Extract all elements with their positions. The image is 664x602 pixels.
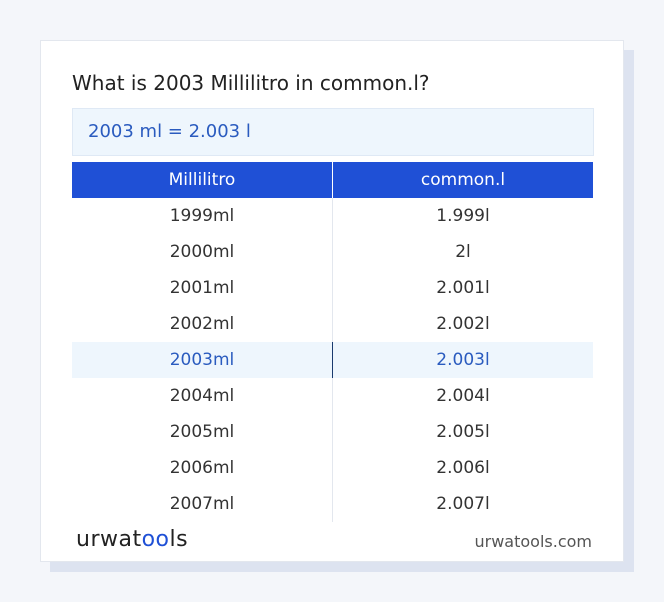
converter-card: What is 2003 Millilitro in common.l? 200… (40, 40, 624, 562)
site-link[interactable]: urwatools.com (474, 532, 593, 551)
table-cell: 2000ml (72, 234, 333, 270)
table-cell: 2003ml (72, 342, 333, 378)
table-row: 2004ml 2.004l (72, 378, 593, 414)
table-cell: 2l (455, 242, 471, 262)
table-cell: 2006ml (72, 450, 333, 486)
header-cell: Millilitro (72, 162, 333, 198)
title: What is 2003 Millilitro in common.l? (72, 71, 430, 95)
conversion-table: Millilitro common.l 1999ml 1.999l 2000ml 2l 20… (72, 162, 593, 522)
table-row: 1999ml 1.999l (72, 198, 593, 234)
table-row: 2001ml 2.001l (72, 270, 593, 306)
table-cell: 2.003l (436, 350, 490, 370)
header-cell: common.l (420, 170, 506, 190)
table-cell: 2005ml (72, 414, 333, 450)
table-cell: 2002ml (72, 306, 333, 342)
logo-part: oo (141, 527, 170, 552)
table-cell: 2.005l (436, 422, 490, 442)
table-cell: 2.004l (436, 386, 490, 406)
table-cell: 2.007l (436, 494, 490, 514)
table-cell: 1.999l (436, 206, 490, 226)
table-row: 2000ml 2l (72, 234, 593, 270)
result-box: 2003 ml = 2.003 l (72, 108, 594, 156)
logo[interactable]: urwatools (76, 527, 188, 552)
table-cell: 1999ml (72, 198, 333, 234)
logo-part: urwat (76, 527, 142, 552)
table-cell: 2004ml (72, 378, 333, 414)
logo-part: ls (169, 527, 189, 552)
table-cell: 2007ml (72, 486, 333, 522)
table-row: 2006ml 2.006l (72, 450, 593, 486)
table-row: 2007ml 2.007l (72, 486, 593, 522)
table-row: 2005ml 2.005l (72, 414, 593, 450)
table-cell: 2001ml (72, 270, 333, 306)
table-row: 2002ml 2.002l (72, 306, 593, 342)
table-cell: 2.001l (436, 278, 490, 298)
table-header: Millilitro common.l (72, 162, 593, 198)
table-cell: 2.002l (436, 314, 490, 334)
table-cell: 2.006l (436, 458, 490, 478)
table-row: 2003ml 2.003l (72, 342, 593, 378)
